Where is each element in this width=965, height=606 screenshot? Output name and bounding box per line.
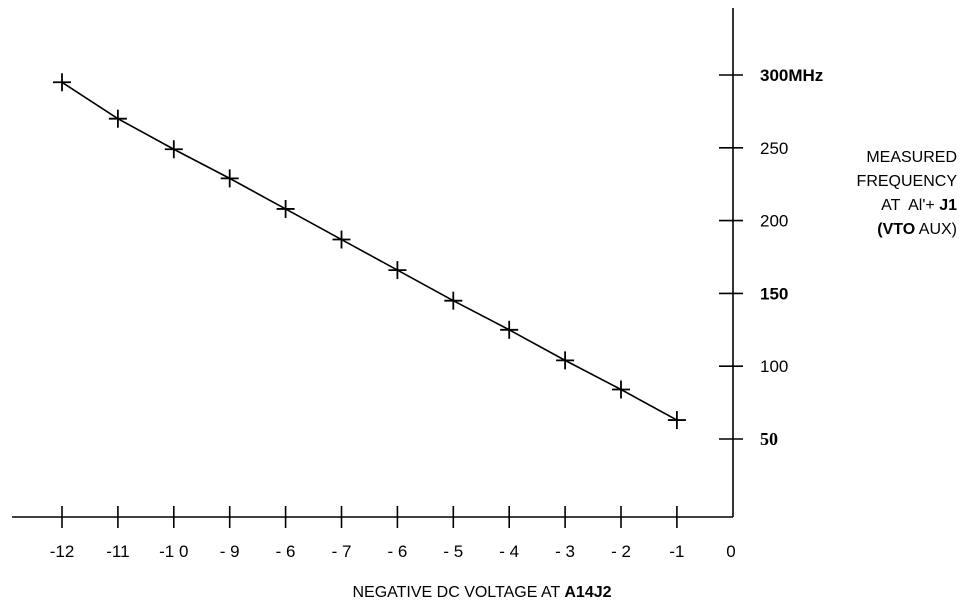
x-tick-label-9: - 3 [555, 542, 575, 561]
data-point-1 [108, 109, 127, 128]
data-point-5 [332, 230, 351, 249]
y-tick-label-4: 100 [760, 357, 788, 376]
data-point-11 [667, 411, 686, 430]
data-point-3 [220, 169, 239, 188]
y-axis-title-line-4: (VTO AUX) [857, 218, 957, 242]
y-axis-title-line-3-normal: AT Al'+ [881, 197, 940, 214]
x-tick-label-2: -1 0 [159, 542, 188, 561]
y-axis-title-line-4-normal: AUX) [915, 221, 957, 238]
data-point-7 [444, 291, 463, 310]
y-tick-label-0: 300MHz [760, 66, 823, 85]
data-point-6 [388, 261, 407, 280]
x-tick-label-11: -1 [669, 542, 684, 561]
axes [12, 8, 734, 518]
x-tick-labels: -12 -11 -1 0 - 9 - 6 - 7 - 6 - 5 - 4 - 3 - 2 -1 0 [50, 542, 736, 561]
data-point-8 [500, 320, 519, 339]
y-ticks [719, 74, 743, 440]
x-tick-label-3: - 9 [220, 542, 240, 561]
x-tick-label-0: -12 [50, 542, 75, 561]
series [53, 73, 686, 430]
y-axis-title-line-2: FREQUENCY [856, 173, 957, 190]
data-point-0 [53, 73, 71, 92]
y-tick-label-5: 50 [760, 429, 778, 449]
x-axis-title-bold: A14J2 [564, 584, 611, 601]
x-tick-label-7: - 5 [443, 542, 463, 561]
y-tick-label-1: 250 [760, 139, 788, 158]
y-axis-title-line-4-bold: (VTO [877, 221, 916, 238]
y-axis-title-line-1: MEASURED [866, 149, 957, 166]
x-tick-label-6: - 6 [387, 542, 407, 561]
y-tick-label-2: 200 [760, 212, 788, 231]
x-tick-label-12: 0 [726, 542, 735, 561]
x-ticks [61, 506, 678, 528]
y-tick-labels: 300MHz 250 200 150 100 50 [760, 66, 823, 449]
series-line [61, 81, 678, 421]
data-point-4 [276, 199, 295, 218]
x-axis-title-prefix: NEGATIVE DC VOLTAGE AT [352, 584, 564, 601]
y-tick-label-3: 150 [760, 284, 788, 303]
x-axis-title: NEGATIVE DC VOLTAGE AT A14J2 [352, 584, 611, 601]
x-tick-label-5: - 7 [332, 542, 352, 561]
x-tick-label-1: -11 [106, 542, 129, 561]
y-axis-title-line-3: AT Al'+ J1 [857, 194, 957, 218]
data-point-2 [164, 140, 183, 159]
data-point-9 [556, 351, 575, 370]
y-axis-title: MEASURED FREQUENCY AT Al'+ J1 (VTO AUX) [857, 146, 957, 242]
x-tick-label-4: - 6 [276, 542, 296, 561]
x-tick-label-10: - 2 [611, 542, 631, 561]
y-axis-title-line-3-bold: J1 [939, 197, 957, 214]
data-point-10 [612, 380, 630, 399]
x-tick-label-8: - 4 [499, 542, 519, 561]
